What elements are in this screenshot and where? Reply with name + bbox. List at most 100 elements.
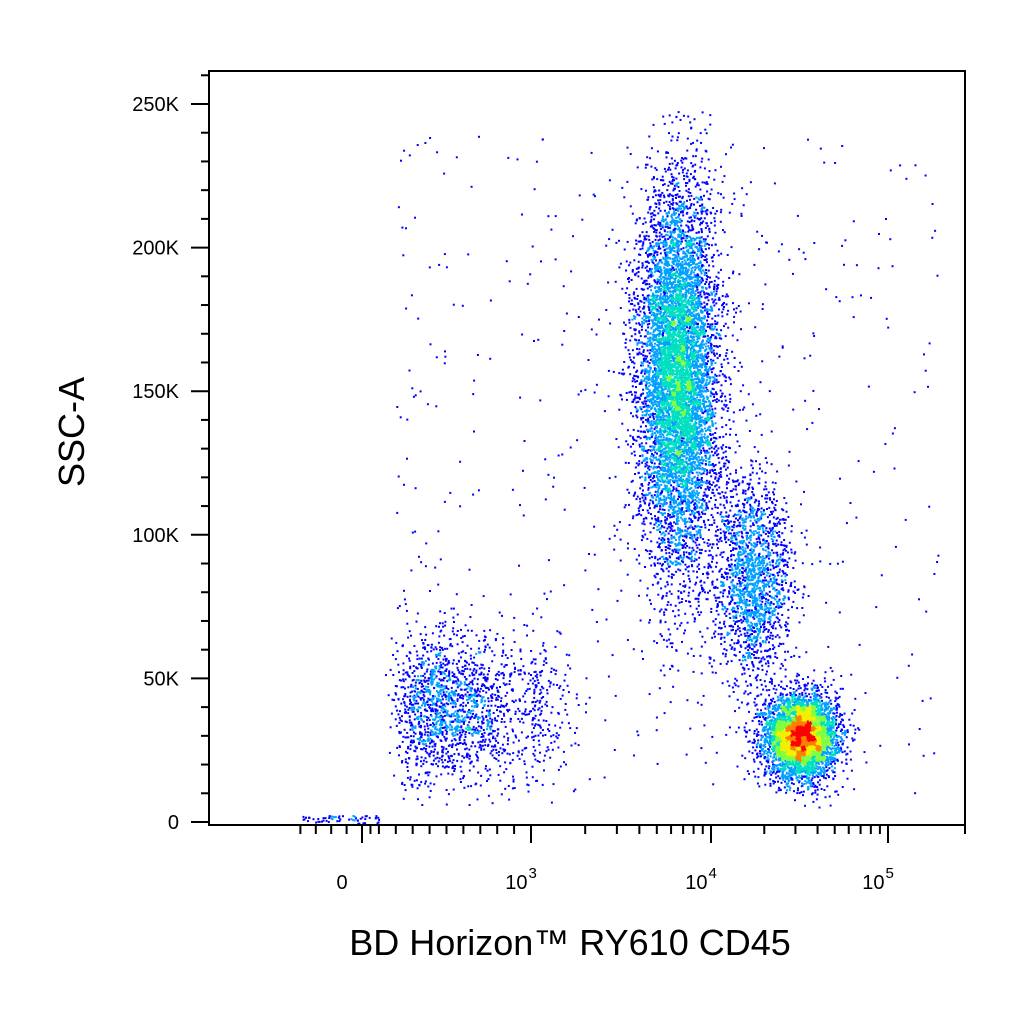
event-dot xyxy=(838,723,840,726)
event-dot xyxy=(756,782,759,785)
event-dot xyxy=(808,758,811,761)
event-dot xyxy=(828,717,831,720)
event-dot xyxy=(756,733,759,736)
event-dot xyxy=(794,695,797,698)
event-dot xyxy=(830,683,833,686)
event-dot xyxy=(803,689,806,692)
event-dot xyxy=(831,760,834,763)
event-dot xyxy=(792,783,795,786)
event-dot xyxy=(814,718,817,721)
event-dot xyxy=(835,734,838,737)
event-dot xyxy=(790,708,792,711)
event-dot xyxy=(817,689,820,692)
event-dot xyxy=(822,775,825,778)
event-dot xyxy=(830,727,832,730)
event-dot xyxy=(826,726,829,729)
event-dot xyxy=(778,770,781,773)
event-dot xyxy=(820,717,823,720)
event-dot xyxy=(771,708,774,710)
event-dot xyxy=(819,757,822,760)
event-dot xyxy=(777,764,780,766)
event-dot xyxy=(778,735,781,737)
event-dot xyxy=(801,691,804,694)
event-dot xyxy=(786,710,788,713)
event-dot xyxy=(824,764,827,766)
event-dot xyxy=(791,716,794,719)
event-dot xyxy=(814,697,817,700)
event-dot xyxy=(781,715,784,718)
event-dot xyxy=(783,705,786,708)
event-dot xyxy=(807,714,810,717)
event-dot xyxy=(845,763,848,765)
event-dot xyxy=(774,740,777,743)
event-dot xyxy=(820,734,822,737)
event-dot xyxy=(818,719,821,722)
event-dot xyxy=(815,715,818,718)
event-dot xyxy=(795,701,798,704)
event-dot xyxy=(837,726,840,728)
event-dot xyxy=(814,791,817,794)
event-dot xyxy=(781,763,784,766)
event-dot xyxy=(759,761,762,764)
event-dot xyxy=(845,753,848,756)
event-dot xyxy=(789,725,791,728)
event-dot xyxy=(805,695,808,698)
event-dot xyxy=(812,745,815,748)
event-dot xyxy=(781,759,784,762)
event-dot xyxy=(851,737,854,740)
event-dot xyxy=(754,775,757,778)
event-dot xyxy=(807,682,809,685)
event-dot xyxy=(801,762,804,765)
event-dot xyxy=(817,736,819,739)
event-dot xyxy=(748,710,750,713)
event-dot xyxy=(781,772,784,775)
event-dot xyxy=(773,738,776,740)
event-dot xyxy=(773,701,776,703)
event-dot xyxy=(789,761,792,764)
event-dot xyxy=(783,786,786,789)
event-dot xyxy=(783,701,786,704)
event-dot xyxy=(832,730,835,733)
event-dot xyxy=(852,739,854,742)
event-dot xyxy=(807,788,810,791)
event-dot xyxy=(780,685,783,688)
event-dot xyxy=(753,741,756,744)
event-dot xyxy=(840,747,843,750)
event-dot xyxy=(833,732,836,735)
event-dot xyxy=(824,796,827,799)
event-dot xyxy=(795,760,798,763)
event-dot xyxy=(785,791,788,794)
event-dot xyxy=(834,700,837,703)
event-dot xyxy=(789,687,792,689)
event-dot xyxy=(838,695,841,698)
event-dot xyxy=(806,718,809,721)
event-dot xyxy=(815,762,818,765)
event-dot xyxy=(765,752,768,755)
event-dot xyxy=(801,777,803,780)
event-dot xyxy=(784,780,787,783)
event-dot xyxy=(821,730,824,733)
event-dot xyxy=(813,719,816,722)
event-dot xyxy=(758,723,761,726)
event-dot xyxy=(833,767,836,770)
event-dot xyxy=(798,746,801,749)
event-dot xyxy=(819,710,822,712)
event-dot xyxy=(805,767,808,770)
event-dot xyxy=(773,721,776,724)
event-dot xyxy=(846,731,849,734)
event-dot xyxy=(773,745,776,748)
event-dot xyxy=(811,769,814,771)
event-dot xyxy=(849,758,852,761)
event-dot xyxy=(781,702,784,705)
event-dot xyxy=(790,737,793,740)
event-dot xyxy=(759,750,761,753)
event-dot xyxy=(818,720,821,723)
event-dot xyxy=(800,743,803,746)
event-dot xyxy=(826,724,829,727)
event-dot xyxy=(770,748,773,750)
event-dot xyxy=(788,770,791,773)
event-dot xyxy=(782,726,785,729)
event-dot xyxy=(804,729,806,732)
event-dot xyxy=(769,745,771,748)
event-dot xyxy=(833,707,836,710)
